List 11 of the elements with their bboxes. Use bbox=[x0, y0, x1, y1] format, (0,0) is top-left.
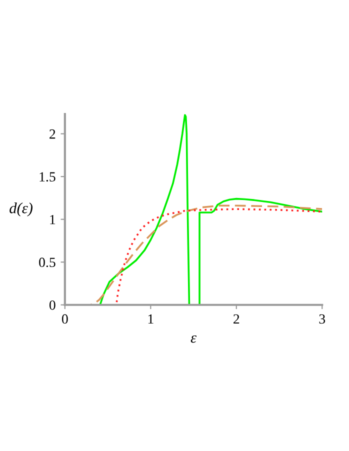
y-tick-label: 2 bbox=[50, 129, 56, 139]
y-tick-label: 0 bbox=[49, 300, 56, 310]
x-tick-label: 1 bbox=[148, 314, 154, 324]
y-tick-label: 1.5 bbox=[40, 172, 56, 182]
y-tick-label: 1 bbox=[50, 214, 56, 224]
x-tick-label: 2 bbox=[234, 314, 240, 324]
x-tick-label: 0 bbox=[62, 314, 68, 324]
x-tick-label: 3 bbox=[319, 314, 326, 324]
y-axis-title: d(ε) bbox=[10, 202, 32, 216]
x-axis-title: ε bbox=[190, 335, 197, 343]
y-tick-label: 0.5 bbox=[39, 258, 56, 268]
